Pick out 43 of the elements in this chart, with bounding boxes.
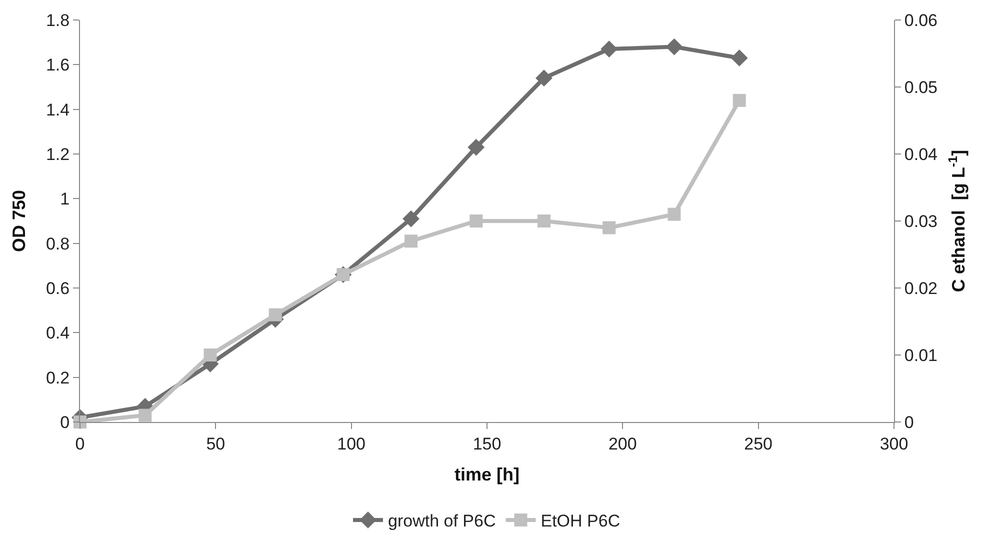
y-tick-label: 1.2 bbox=[46, 144, 70, 164]
y2-tick-label: 0.05 bbox=[904, 78, 938, 97]
x-tick-label: 300 bbox=[880, 434, 908, 454]
point bbox=[404, 234, 418, 248]
y2-tick-label: 0.02 bbox=[904, 278, 938, 298]
y-tick-label: 1.4 bbox=[46, 100, 70, 120]
point bbox=[732, 94, 746, 107]
point bbox=[666, 38, 683, 56]
y-tick-label: 1.8 bbox=[46, 10, 70, 30]
x-axis-title: time [h] bbox=[454, 464, 520, 484]
y2-tick-label: 0.01 bbox=[904, 346, 938, 365]
point bbox=[602, 221, 616, 234]
y2-tick-label: 0.04 bbox=[904, 144, 938, 164]
point bbox=[537, 214, 550, 228]
point bbox=[468, 138, 485, 156]
legend-label: growth of P6C bbox=[388, 512, 496, 531]
y-tick-label: 0.6 bbox=[46, 278, 70, 298]
point bbox=[138, 408, 152, 422]
x-tick-label: 150 bbox=[472, 434, 502, 454]
x-tick-label: 0 bbox=[75, 434, 85, 454]
x-tick-label: 50 bbox=[206, 434, 226, 454]
y-tick-label: 0.2 bbox=[46, 368, 70, 388]
y-axis-title: OD 750 bbox=[9, 190, 30, 252]
x-tick-label: 250 bbox=[744, 434, 773, 454]
y-tick-label: 0.4 bbox=[46, 324, 70, 343]
point bbox=[536, 70, 552, 87]
y2-tick-label: 0 bbox=[904, 412, 914, 432]
y-tick-label: 1 bbox=[60, 190, 70, 209]
y2-tick-label: 0.03 bbox=[904, 212, 938, 231]
point bbox=[730, 50, 748, 66]
point bbox=[402, 210, 420, 228]
x-tick-label: 100 bbox=[337, 434, 366, 454]
y-tick-label: 0 bbox=[60, 412, 70, 432]
point bbox=[600, 40, 618, 58]
x-tick-label: 200 bbox=[608, 434, 637, 454]
point bbox=[668, 208, 681, 221]
y-tick-label: 0.8 bbox=[46, 234, 70, 254]
y2-tick-label: 0.06 bbox=[904, 10, 938, 30]
point bbox=[204, 348, 217, 362]
point bbox=[470, 214, 483, 228]
point bbox=[268, 308, 282, 322]
legend-label: EtOH P6C bbox=[540, 512, 620, 531]
y-tick-label: 1.6 bbox=[46, 56, 70, 75]
